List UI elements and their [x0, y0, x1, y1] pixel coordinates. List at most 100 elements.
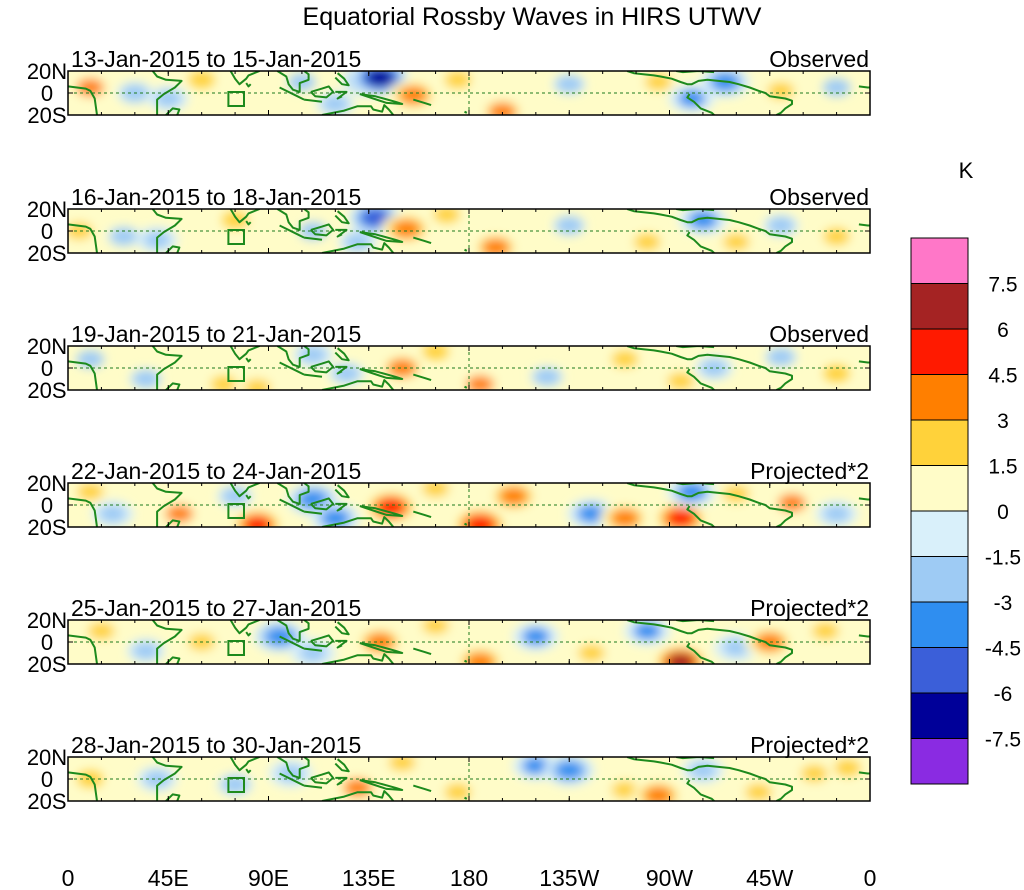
panel-3-anomaly-11 — [608, 348, 642, 370]
xtick-label: 90W — [646, 865, 694, 890]
panel-4-anomaly-11 — [488, 483, 539, 513]
panel-6-anomaly-7 — [439, 780, 476, 801]
panel-4-anomaly-2 — [91, 500, 134, 527]
panel-5-label: Projected*2 — [750, 595, 869, 621]
panel-4-anomaly-9 — [412, 483, 459, 503]
panel-2-anomaly-13 — [678, 209, 728, 236]
panel-5-anomaly-14 — [744, 626, 795, 658]
xtick-label: 0 — [62, 865, 75, 890]
colorbar-swatch — [910, 556, 969, 603]
panel-4-anomaly-5 — [230, 508, 284, 527]
panel-6-anomaly-2 — [136, 766, 178, 792]
panel-6-anomaly-11 — [633, 779, 684, 801]
xtick-label: 180 — [450, 865, 488, 890]
colorbar: K -7.5 -6 -4.5 -3 -1.5 0 1.5 3 4.5 6 7.5 — [910, 158, 1021, 785]
panel-1-anomaly-10 — [441, 71, 475, 91]
panel-5-anomaly-8 — [454, 645, 506, 664]
panel-4-ytick-label: 0 — [41, 493, 53, 518]
panel-5-anomaly-12 — [653, 644, 709, 664]
panel-6-ytick-label: 20S — [27, 789, 66, 814]
panel-1-index-box — [227, 91, 245, 107]
colorbar-label: -7.5 — [985, 729, 1021, 752]
panel-5-ytick-label: 20N — [27, 608, 67, 633]
colorbar-swatch — [910, 601, 969, 648]
panel-1-anomaly-12 — [552, 73, 586, 95]
colorbar-swatch — [910, 510, 969, 557]
colorbar-label: -6 — [994, 683, 1013, 706]
panel-4-anomaly-14 — [653, 501, 708, 527]
xtick-label: 0 — [864, 865, 877, 890]
panel-1-coastlines — [68, 71, 870, 115]
panel-1-anomaly-11 — [478, 96, 527, 115]
panel-1-ytick-label: 20S — [27, 103, 66, 128]
panel-2-anomaly-11 — [552, 215, 586, 236]
panel-3-anomaly-2 — [129, 368, 163, 390]
colorbar-label: -4.5 — [985, 638, 1021, 661]
colorbar-label: 1.5 — [988, 456, 1017, 479]
colorbar-swatch — [910, 738, 969, 785]
panel-6-anomaly-13 — [737, 778, 780, 801]
panel-1-anomaly-16 — [761, 78, 801, 103]
panel-4-anomaly-18 — [815, 500, 858, 527]
panel-1-anomaly-9 — [388, 79, 439, 111]
colorbar-label: 0 — [997, 501, 1009, 524]
panel-3-anomaly-8 — [421, 346, 451, 361]
panel-5-anomaly-7 — [413, 620, 458, 640]
colorbar-label: -1.5 — [985, 547, 1021, 570]
panel-2-anomaly-12 — [629, 230, 666, 253]
panel-3-index-box — [227, 366, 245, 382]
panel-3-anomaly-9 — [456, 369, 504, 390]
panel-2-anomaly-10 — [471, 232, 521, 253]
panel-3-anomaly-4 — [234, 373, 280, 390]
panel-1-anomaly-14 — [668, 83, 716, 114]
panel-3-anomaly-3 — [207, 374, 241, 390]
chart-title: Equatorial Rossby Waves in HIRS UTWV — [303, 3, 762, 31]
panel-3-ytick-label: 0 — [41, 356, 53, 381]
panel-1-ytick-label: 0 — [41, 81, 53, 106]
panel-3-anomaly-14 — [764, 346, 798, 368]
panel-4-anomaly-13 — [599, 502, 650, 527]
panel-3-ytick-label: 20S — [27, 378, 66, 403]
panel-5-index-box — [227, 640, 245, 656]
panel-3-date-range: 19-Jan-2015 to 21-Jan-2015 — [71, 321, 361, 347]
panel-3-anomaly-15 — [822, 364, 852, 383]
panel-5-date-range: 25-Jan-2015 to 27-Jan-2015 — [71, 595, 361, 621]
panel-3-label: Observed — [769, 321, 869, 347]
panel-2-ytick-label: 0 — [41, 219, 53, 244]
panel-4-anomaly-10 — [452, 507, 508, 527]
panel-2-index-box — [227, 229, 245, 245]
panel-5-anomaly-10 — [571, 640, 612, 664]
panel-4-anomaly-3 — [156, 499, 203, 527]
panel-2-anomaly-9 — [430, 209, 464, 225]
panel-6-ytick-label: 0 — [41, 767, 53, 792]
colorbar-swatch — [910, 237, 969, 284]
colorbar-label: 4.5 — [988, 365, 1017, 388]
panel-6-anomaly-6 — [379, 757, 425, 777]
panel-6-anomaly-15 — [831, 757, 865, 779]
panel-3-anomaly-13 — [694, 355, 734, 381]
colorbar-swatch — [910, 419, 969, 466]
panel-1-anomaly-4 — [187, 71, 217, 89]
panel-5-ytick-label: 0 — [41, 630, 53, 655]
colorbar-swatch — [910, 465, 969, 512]
panel-5-anomaly-9 — [512, 621, 560, 652]
xtick-label: 135W — [539, 865, 599, 890]
panel-4-coastlines — [68, 483, 870, 527]
colorbar-units: K — [959, 158, 974, 183]
xtick-label: 90E — [248, 865, 289, 890]
panel-2-date-range: 16-Jan-2015 to 18-Jan-2015 — [71, 184, 361, 210]
panel-4-index-box — [227, 503, 245, 519]
panel-4-anomaly-8 — [364, 490, 418, 525]
panel-1-anomaly-1 — [68, 72, 114, 103]
panel-2-anomaly-14 — [715, 228, 758, 253]
panel-2-ytick-label: 20S — [27, 241, 66, 266]
panel-3-anomaly-10 — [530, 366, 564, 388]
panel-6-date-range: 28-Jan-2015 to 30-Jan-2015 — [71, 732, 361, 758]
panel-4-anomaly-4 — [217, 484, 254, 508]
